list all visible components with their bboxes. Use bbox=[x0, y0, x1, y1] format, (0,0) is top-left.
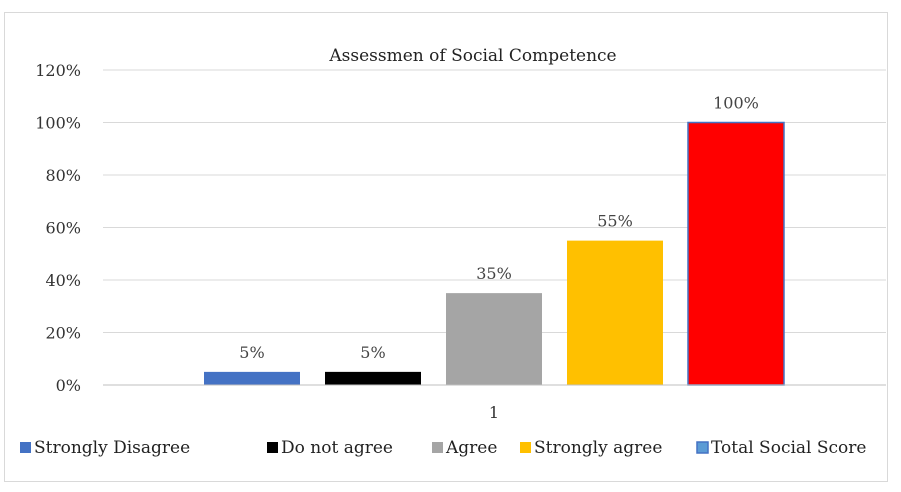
data-label: 100% bbox=[713, 94, 759, 113]
legend-item: Strongly Disagree bbox=[20, 438, 190, 458]
chart-frame: Assessmen of Social Competence 0% 20% 40% 6… bbox=[4, 12, 888, 482]
y-tick-label: 60% bbox=[45, 219, 81, 238]
bar-do-not-agree bbox=[325, 371, 421, 385]
data-label: 5% bbox=[239, 343, 264, 362]
bar-total-social-score bbox=[687, 121, 785, 386]
y-tick-label: 0% bbox=[56, 376, 81, 395]
bars bbox=[204, 121, 785, 386]
legend: Strongly Disagree Do not agree Agree Strong… bbox=[20, 438, 866, 458]
y-tick-label: 120% bbox=[35, 61, 81, 80]
y-tick-label: 40% bbox=[45, 271, 81, 290]
data-label: 5% bbox=[360, 343, 385, 362]
chart-title: Assessmen of Social Competence bbox=[328, 46, 616, 66]
bar-strongly-disagree bbox=[204, 371, 300, 385]
legend-swatch bbox=[267, 442, 278, 453]
legend-label: Strongly Disagree bbox=[34, 438, 190, 458]
y-tick-label: 100% bbox=[35, 114, 81, 133]
y-axis-ticks: 0% 20% 40% 60% 80% 100% 120% bbox=[35, 61, 81, 395]
legend-item: Agree bbox=[432, 438, 497, 458]
y-tick-label: 80% bbox=[45, 166, 81, 185]
bar-chart: Assessmen of Social Competence 0% 20% 40% 6… bbox=[20, 46, 886, 458]
legend-label: Strongly agree bbox=[534, 438, 662, 458]
legend-label: Agree bbox=[445, 438, 497, 458]
x-category-label: 1 bbox=[489, 403, 499, 422]
data-label: 35% bbox=[476, 264, 512, 283]
legend-swatch bbox=[520, 442, 531, 453]
bar-strongly-agree bbox=[567, 240, 663, 385]
data-labels: 5% 5% 35% 55% 100% bbox=[239, 94, 759, 362]
grid-lines bbox=[103, 69, 886, 386]
legend-label: Total Social Score bbox=[711, 438, 866, 458]
data-label: 55% bbox=[597, 212, 633, 231]
legend-label: Do not agree bbox=[281, 438, 393, 458]
legend-swatch bbox=[20, 442, 31, 453]
y-tick-label: 20% bbox=[45, 324, 81, 343]
legend-item: Total Social Score bbox=[696, 438, 866, 458]
legend-swatch bbox=[696, 441, 709, 454]
bar-agree bbox=[446, 293, 542, 385]
legend-swatch bbox=[432, 442, 443, 453]
legend-item: Do not agree bbox=[267, 438, 393, 458]
legend-item: Strongly agree bbox=[520, 438, 662, 458]
